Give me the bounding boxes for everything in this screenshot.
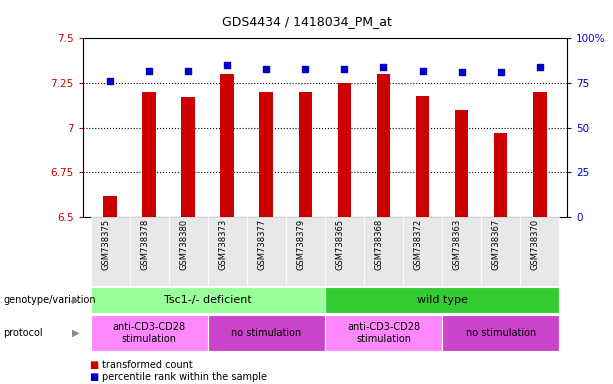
Bar <box>376 74 390 217</box>
Text: protocol: protocol <box>3 328 43 338</box>
Point <box>183 68 193 74</box>
Bar <box>325 315 442 351</box>
Text: GDS4434 / 1418034_PM_at: GDS4434 / 1418034_PM_at <box>221 15 392 28</box>
Text: Tsc1-/- deficient: Tsc1-/- deficient <box>164 295 251 305</box>
Text: GSM738377: GSM738377 <box>257 219 266 270</box>
Bar <box>403 217 442 286</box>
Bar <box>208 315 325 351</box>
Bar <box>325 287 559 313</box>
Bar <box>442 217 481 286</box>
Text: GSM738368: GSM738368 <box>375 219 384 270</box>
Bar <box>520 217 559 286</box>
Text: transformed count: transformed count <box>102 360 193 370</box>
Text: anti-CD3-CD28
stimulation: anti-CD3-CD28 stimulation <box>347 322 420 344</box>
Text: ▶: ▶ <box>72 295 80 305</box>
Text: GSM738380: GSM738380 <box>179 219 188 270</box>
Bar <box>338 83 351 217</box>
Bar <box>221 74 234 217</box>
Bar <box>364 217 403 286</box>
Text: percentile rank within the sample: percentile rank within the sample <box>102 372 267 382</box>
Text: GSM738379: GSM738379 <box>296 219 305 270</box>
Text: ▶: ▶ <box>72 328 80 338</box>
Point <box>417 68 427 74</box>
Point <box>535 64 544 70</box>
Bar <box>247 217 286 286</box>
Bar <box>169 217 208 286</box>
Text: wild type: wild type <box>417 295 468 305</box>
Point <box>223 62 232 68</box>
Bar <box>103 195 117 217</box>
Text: ■: ■ <box>89 360 98 370</box>
Text: GSM738363: GSM738363 <box>452 219 462 270</box>
Bar <box>181 97 195 217</box>
Bar <box>208 217 247 286</box>
Text: GSM738372: GSM738372 <box>414 219 422 270</box>
Point <box>105 78 115 84</box>
Text: genotype/variation: genotype/variation <box>3 295 96 305</box>
Point <box>457 69 466 75</box>
Bar <box>325 217 364 286</box>
Bar <box>129 217 169 286</box>
Bar <box>91 315 208 351</box>
Text: GSM738373: GSM738373 <box>218 219 227 270</box>
Point <box>144 68 154 74</box>
Point <box>261 66 271 72</box>
Text: GSM738370: GSM738370 <box>531 219 539 270</box>
Text: anti-CD3-CD28
stimulation: anti-CD3-CD28 stimulation <box>113 322 186 344</box>
Bar <box>142 92 156 217</box>
Point <box>379 64 389 70</box>
Text: GSM738375: GSM738375 <box>101 219 110 270</box>
Bar <box>481 217 520 286</box>
Text: ■: ■ <box>89 372 98 382</box>
Bar <box>91 287 325 313</box>
Point <box>300 66 310 72</box>
Bar <box>533 92 547 217</box>
Text: no stimulation: no stimulation <box>231 328 302 338</box>
Text: GSM738378: GSM738378 <box>140 219 149 270</box>
Text: GSM738365: GSM738365 <box>335 219 345 270</box>
Point <box>340 66 349 72</box>
Bar <box>259 92 273 217</box>
Point <box>496 69 506 75</box>
Bar <box>455 110 468 217</box>
Bar <box>494 133 508 217</box>
Bar <box>299 92 312 217</box>
Bar <box>442 315 559 351</box>
Bar <box>416 96 429 217</box>
Bar <box>91 217 129 286</box>
Text: GSM738367: GSM738367 <box>492 219 501 270</box>
Bar <box>286 217 325 286</box>
Text: no stimulation: no stimulation <box>465 328 536 338</box>
